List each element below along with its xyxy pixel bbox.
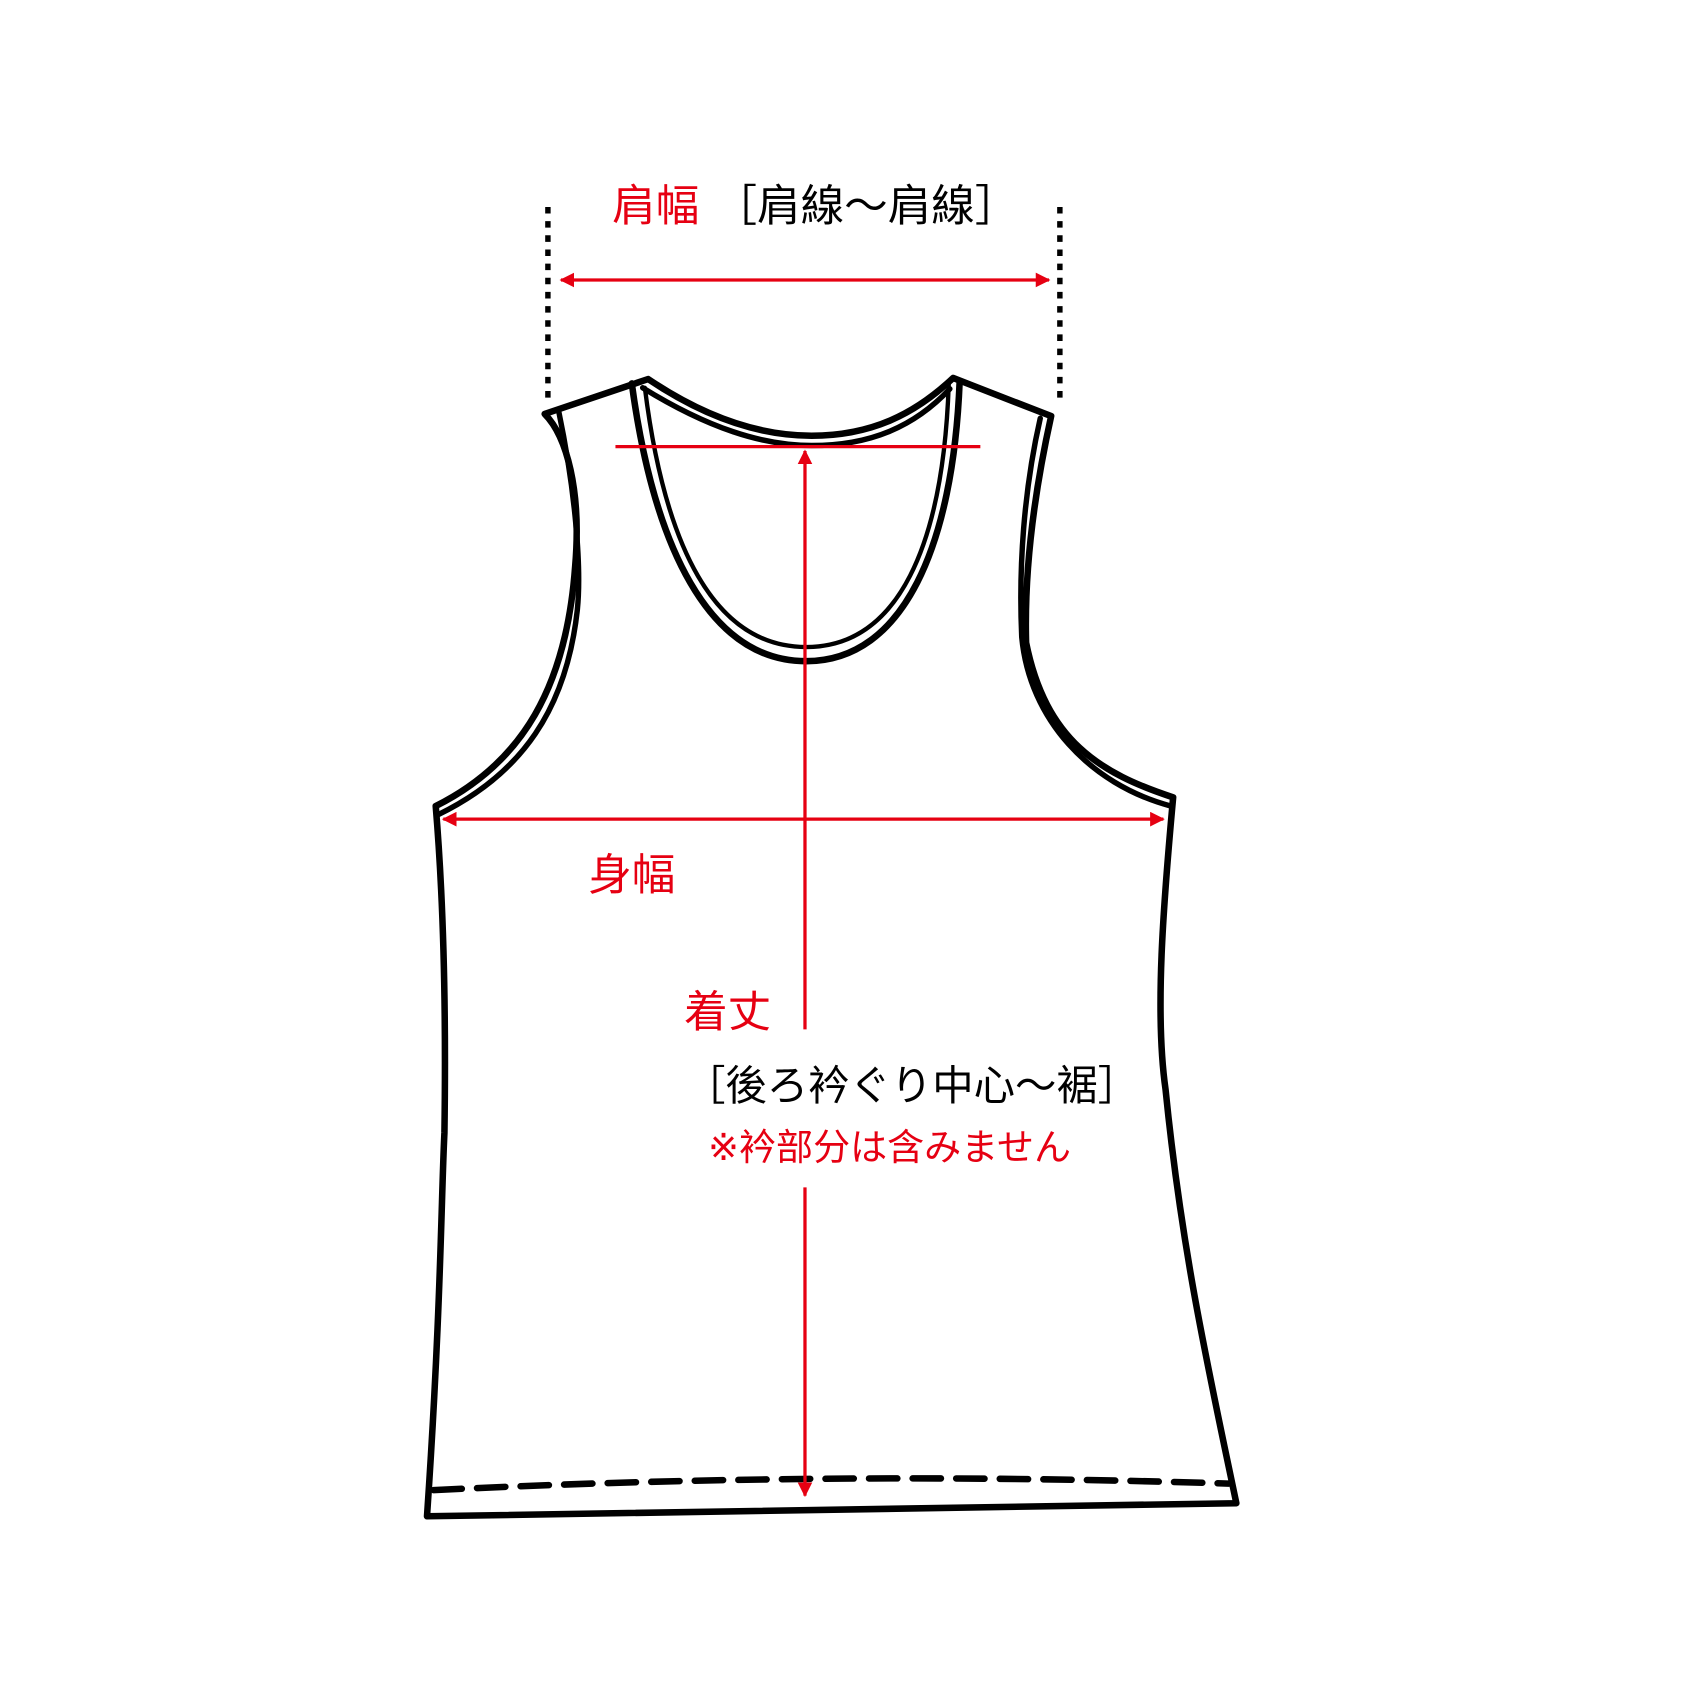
right-armhole-binding bbox=[1018, 415, 1174, 809]
body-width-label: 身幅 bbox=[588, 851, 675, 901]
length-label: 着丈 bbox=[684, 988, 771, 1038]
garment-body bbox=[423, 374, 1240, 1520]
shoulder-width-note: ［肩線〜肩線］ bbox=[713, 182, 1018, 232]
length-caution: ※衿部分は含みません bbox=[708, 1126, 1071, 1169]
hem-stitch bbox=[430, 1475, 1232, 1494]
shoulder-width-label: 肩幅 bbox=[612, 182, 699, 232]
tank-top-outline bbox=[423, 374, 1240, 1520]
left-armhole-binding bbox=[435, 409, 582, 818]
length-note: ［後ろ衿ぐり中心〜裾］ bbox=[684, 1062, 1139, 1110]
